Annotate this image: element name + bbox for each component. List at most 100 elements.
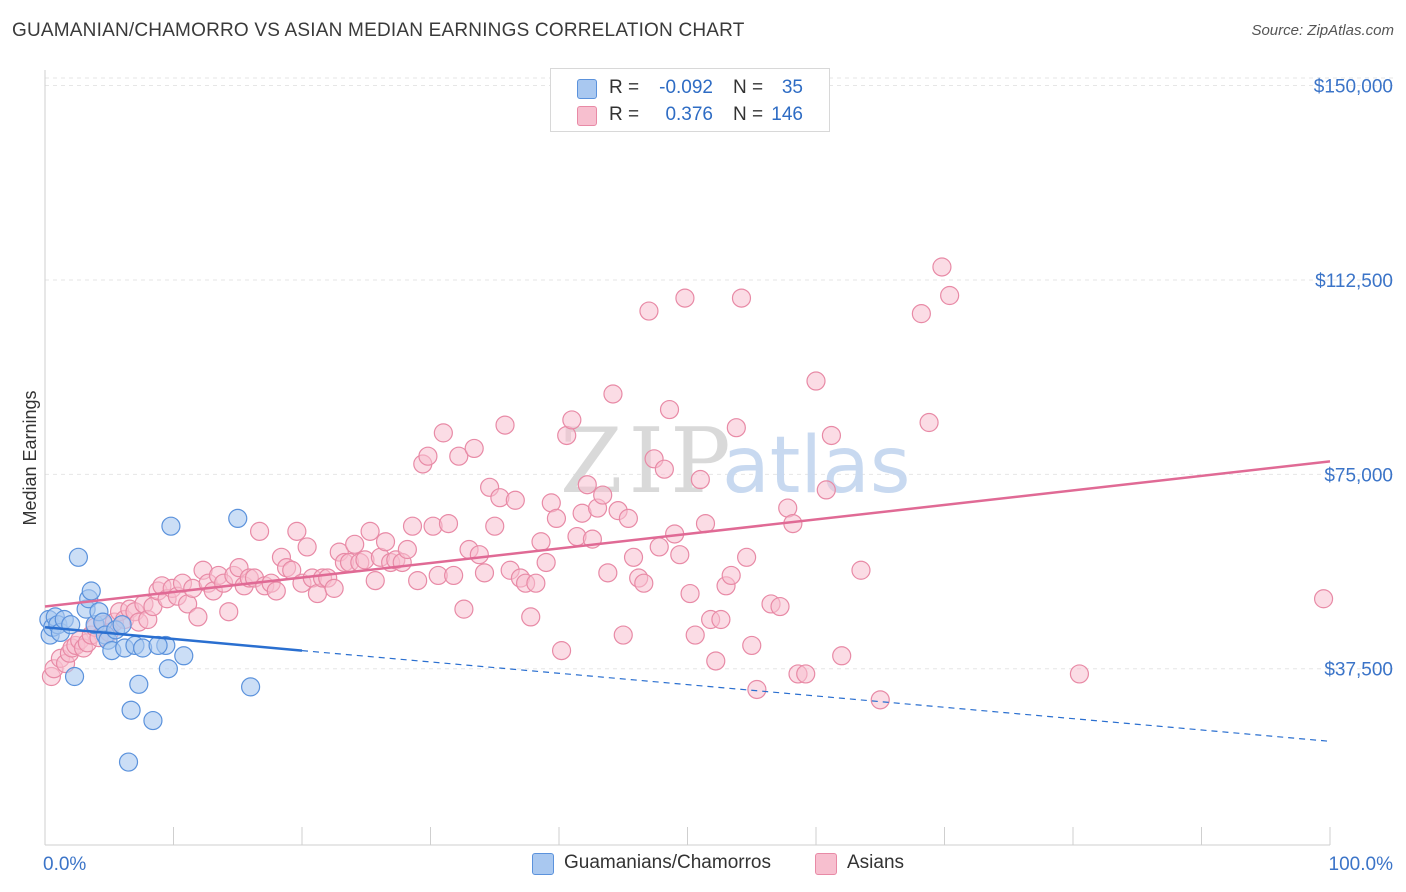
asians-point (433, 423, 453, 443)
legend-n-value: 146 (771, 104, 803, 125)
asians-point (474, 563, 495, 583)
legend-swatch-pink (577, 106, 597, 126)
x-tick-labels: 0.0% 100.0% (43, 854, 1393, 875)
asians-point (454, 599, 474, 619)
y-tick-labels: $37,500 $75,000 $112,500 $150,000 (1314, 77, 1393, 681)
asians-point (742, 635, 762, 656)
asians-point (397, 539, 417, 560)
asians-point (266, 581, 286, 601)
legend-row-asians: R = 0.376 N = 146 (551, 102, 829, 128)
asians-point (796, 664, 816, 684)
guamanians-points (39, 508, 261, 772)
asians-point (546, 508, 567, 529)
y-tick-label: $37,500 (1324, 660, 1393, 681)
guamanians-point (161, 516, 181, 536)
guamanians-point (118, 752, 139, 772)
asians-point (623, 547, 644, 567)
asians-point (418, 446, 438, 466)
asians-point (649, 537, 669, 557)
legend-r-value: 0.376 (665, 104, 713, 125)
asians-point (297, 537, 317, 557)
asians-point (505, 490, 525, 510)
asians-point (249, 521, 270, 541)
asians-point (408, 571, 428, 591)
asians-point (360, 521, 380, 541)
asians-point (345, 534, 365, 554)
y-tick-label: $75,000 (1324, 465, 1393, 486)
legend-r-value: -0.092 (659, 77, 713, 98)
guamanians-point (241, 677, 261, 697)
legend-n-label: N = (733, 104, 764, 125)
chart-title: GUAMANIAN/CHAMORRO VS ASIAN MEDIAN EARNI… (12, 20, 745, 41)
guamanians-trend-extension (301, 650, 1331, 742)
asians-point (654, 459, 674, 479)
asians-point (932, 257, 952, 277)
asians-point (721, 565, 741, 586)
legend-swatch-blue (577, 79, 597, 99)
asians-point (670, 545, 690, 565)
asians-point (675, 288, 695, 308)
legend-n-label: N = (733, 77, 764, 98)
legend-r-label: R = (609, 77, 640, 98)
legend-r-label: R = (609, 104, 640, 125)
asians-point (731, 288, 752, 308)
legend-label-asians: Asians (847, 852, 905, 873)
guamanians-point (158, 659, 178, 679)
asians-point (726, 418, 746, 438)
asians-point (940, 285, 960, 306)
legend-swatch-pink (815, 853, 837, 875)
asians-point (188, 607, 208, 627)
asians-point (911, 304, 931, 324)
asians-point (737, 547, 757, 567)
y-tick-label: $112,500 (1315, 271, 1393, 292)
asians-point (832, 646, 852, 666)
asians-point (711, 609, 731, 630)
guamanians-trend-line (44, 626, 303, 652)
asians-point (618, 508, 638, 529)
asians-point (747, 679, 767, 700)
asians-point (485, 516, 505, 536)
watermark: ZIP atlas (560, 409, 911, 514)
guamanians-point (228, 508, 248, 529)
asians-point (438, 513, 459, 534)
x-tick-label: 0.0% (43, 854, 86, 875)
asians-point (536, 552, 556, 573)
y-tick-label: $150,000 (1314, 77, 1393, 98)
guamanians-point (68, 547, 89, 567)
asians-point (402, 516, 423, 536)
source-label: Source: ZipAtlas.com (1251, 22, 1394, 39)
asians-point (634, 573, 654, 593)
asians-point (613, 625, 633, 645)
asians-point (219, 602, 239, 622)
asians-point (870, 690, 890, 710)
asians-point (324, 578, 344, 598)
guamanians-point (174, 646, 194, 666)
asians-point (1069, 664, 1090, 684)
guamanians-point (112, 615, 132, 635)
guamanians-point (129, 674, 149, 694)
asians-point (495, 415, 515, 435)
asians-point (593, 485, 613, 505)
asians-point (287, 521, 307, 541)
asians-point (464, 438, 484, 459)
asians-point (690, 469, 710, 490)
y-axis-label: Median Earnings (20, 390, 40, 525)
asians-point (365, 571, 385, 591)
asians-point (706, 651, 726, 671)
asians-point (816, 480, 836, 500)
asians-point (444, 565, 464, 586)
x-tick-label: 100.0% (1329, 854, 1394, 875)
legend-swatch-blue (532, 853, 554, 875)
guamanians-point (121, 700, 141, 720)
asians-point (659, 399, 680, 420)
asians-point (695, 513, 716, 534)
asians-point (526, 573, 546, 593)
asians-point (919, 412, 939, 433)
asians-point (375, 532, 396, 552)
asians-point (562, 410, 582, 430)
asians-trend-line (44, 460, 1331, 608)
asians-point (851, 560, 871, 580)
guamanians-point (64, 666, 85, 687)
guamanians-point (143, 710, 163, 731)
